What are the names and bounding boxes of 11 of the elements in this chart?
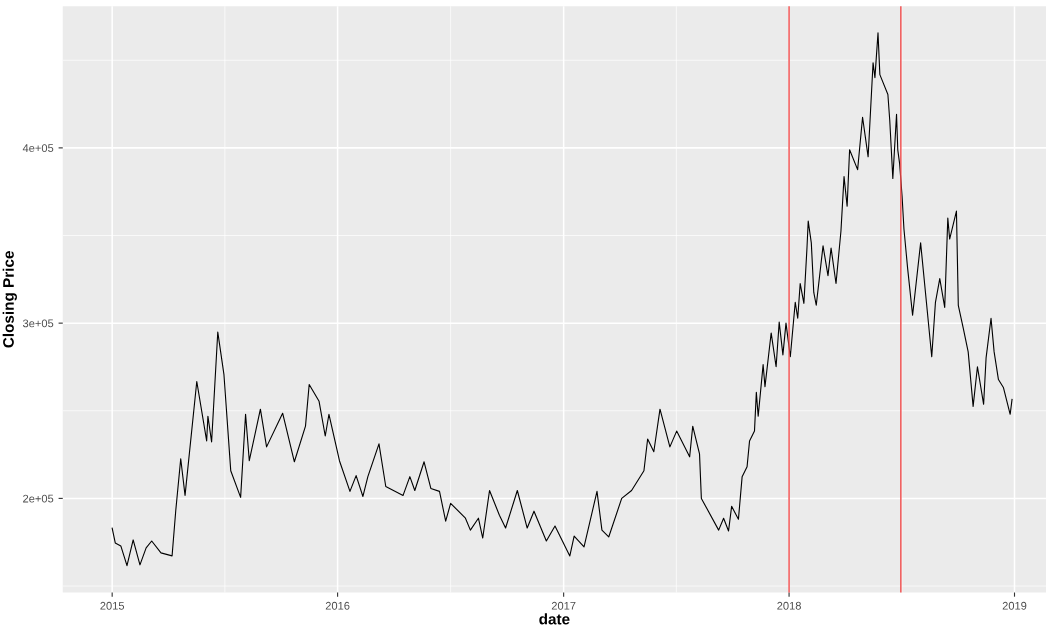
y-tick-label: 2e+05 xyxy=(23,494,54,503)
x-tick-label: 2019 xyxy=(1002,601,1027,610)
x-tick-label: 2016 xyxy=(325,601,350,610)
y-tick-label: 4e+05 xyxy=(22,144,54,153)
y-tick-label: 3e+05 xyxy=(22,319,54,328)
x-tick-label: 2015 xyxy=(100,601,125,610)
y-axis-title: Closing Price xyxy=(2,251,17,348)
x-tick-label: 2017 xyxy=(551,601,576,610)
x-axis-title: date xyxy=(539,613,570,625)
x-tick-label: 2018 xyxy=(777,601,801,610)
line-series xyxy=(111,32,1013,567)
